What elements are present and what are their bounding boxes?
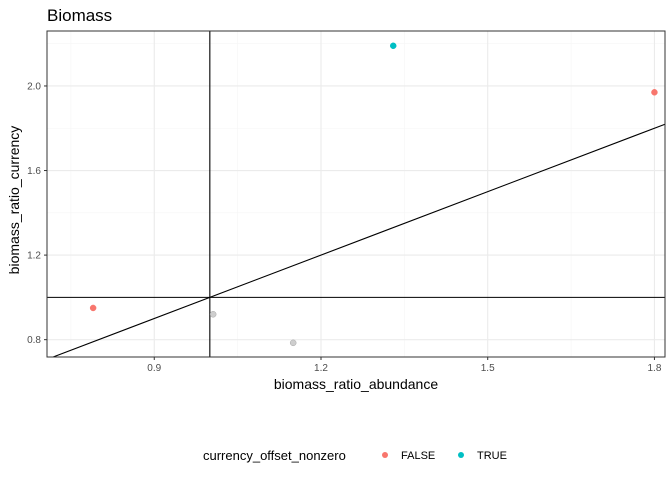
- data-point-na: [289, 339, 297, 347]
- panel-border: [46, 30, 666, 358]
- y-tick-label: 2.0: [27, 81, 41, 92]
- legend-title: currency_offset_nonzero: [203, 448, 346, 463]
- y-axis-ticks: 0.8 1.2 1.6 2.0: [27, 81, 47, 346]
- data-point-false: [651, 89, 658, 96]
- x-axis-ticks: 0.9 1.2 1.5 1.8: [147, 357, 662, 374]
- minor-gridlines: [47, 31, 665, 357]
- data-point-false: [89, 304, 97, 312]
- y-axis-title: biomass_ratio_currency: [6, 126, 22, 275]
- identity-reference-line: [52, 123, 666, 358]
- data-point-na: [209, 311, 217, 318]
- y-tick-label: 1.6: [27, 166, 41, 177]
- legend-label-true: TRUE: [477, 450, 507, 462]
- legend-label-false: FALSE: [401, 450, 435, 462]
- x-axis-title: biomass_ratio_abundance: [274, 376, 438, 392]
- chart-title: Biomass: [47, 6, 112, 25]
- major-gridlines: [47, 31, 665, 357]
- legend-key-true: [458, 452, 464, 458]
- x-tick-label: 1.5: [481, 363, 495, 374]
- y-tick-label: 1.2: [27, 251, 41, 262]
- x-tick-label: 1.2: [314, 363, 328, 374]
- y-tick-label: 0.8: [27, 335, 41, 346]
- legend: currency_offset_nonzero FALSE TRUE: [203, 448, 507, 463]
- data-point-true: [389, 42, 397, 50]
- reference-lines: [47, 31, 666, 358]
- x-tick-label: 1.8: [647, 363, 661, 374]
- legend-key-false: [382, 452, 388, 458]
- x-tick-label: 0.9: [147, 363, 161, 374]
- data-points: [89, 42, 658, 347]
